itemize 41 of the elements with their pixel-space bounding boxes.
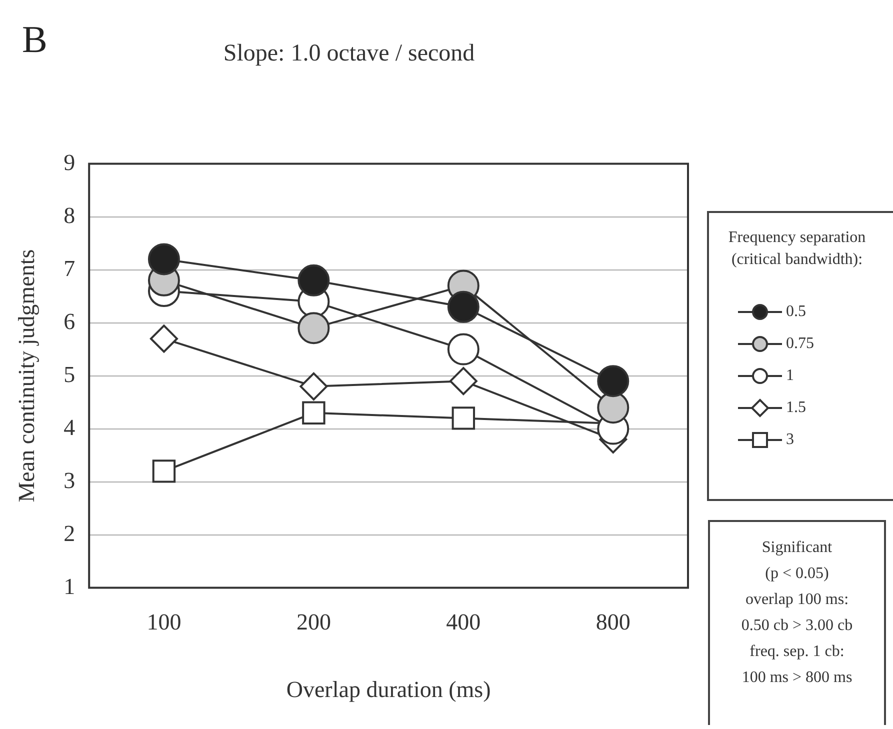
text: overlap 100 ms: (744, 590, 850, 610)
legend-label: 3 (786, 431, 794, 448)
y-tick-label: 8 (64, 202, 76, 228)
point (452, 406, 476, 430)
x-tick-label: 100 (146, 610, 182, 635)
legend-title: Frequency separation (critical bandwidth): (728, 229, 866, 268)
legend-label: 1 (786, 367, 794, 384)
point (152, 460, 176, 483)
point (148, 243, 180, 276)
point (298, 264, 330, 296)
text: Significant (760, 538, 834, 558)
y-tick-label: 2 (64, 520, 76, 546)
text: (p < 0.05) (764, 564, 830, 584)
text: B (22, 18, 48, 62)
x-tick-label: 400 (446, 610, 481, 635)
y-tick-label: 1 (64, 574, 76, 599)
y-tick-label: 5 (64, 362, 76, 387)
y-tick-label: 9 (64, 150, 76, 175)
text: 0.50 cb > 3.00 cb (740, 616, 854, 636)
legend-label: 0.75 (786, 335, 814, 352)
point (300, 372, 328, 400)
legend-label: 1.5 (786, 399, 806, 416)
point (447, 333, 480, 366)
point (447, 290, 480, 323)
x-tick-label: 200 (296, 610, 331, 635)
point (150, 324, 178, 353)
legend-label: 0.5 (786, 303, 806, 320)
y-tick-label: 6 (64, 308, 76, 334)
y-tick-label: 7 (64, 256, 76, 281)
x-axis-title: Overlap duration (ms) (286, 677, 491, 702)
y-tick-label: 4 (64, 414, 76, 440)
chart-title: Slope: 1.0 octave / second (223, 40, 475, 67)
text: 100 ms > 800 ms (740, 668, 854, 688)
text: freq. sep. 1 cb: (748, 642, 846, 662)
x-tick-label: 800 (596, 610, 630, 635)
point (449, 367, 478, 396)
point (302, 401, 326, 425)
point (298, 312, 330, 344)
point (597, 365, 630, 398)
y-axis-title: Mean continuity judgments (14, 249, 39, 502)
y-tick-label: 3 (64, 468, 76, 493)
